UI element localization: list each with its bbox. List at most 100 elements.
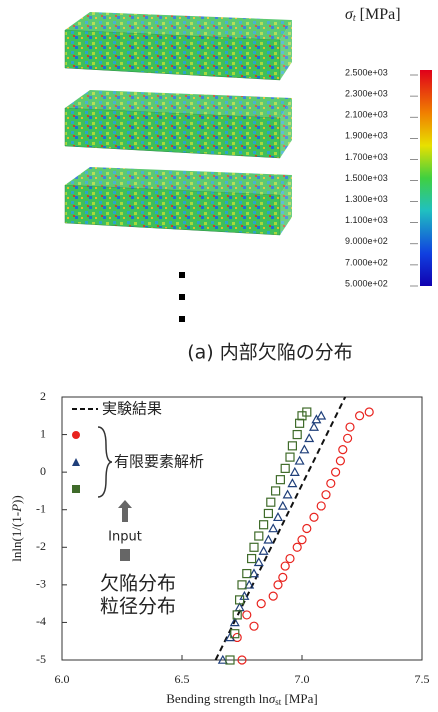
- colorbar-label: 7.000e+02: [345, 257, 388, 267]
- point: [260, 521, 268, 529]
- y-tick-label: -1: [36, 501, 46, 515]
- point: [279, 573, 287, 581]
- y-tick-label: 1: [40, 426, 46, 440]
- point: [305, 434, 313, 441]
- x-tick-label: 6.0: [55, 672, 70, 686]
- fem-label: 有限要素解析: [114, 453, 204, 471]
- point: [286, 453, 294, 461]
- beams: [65, 12, 292, 235]
- input-line: 欠陥分布: [100, 573, 176, 595]
- point: [243, 611, 251, 619]
- x-axis-label: Bending strength lnσst [MPa]: [166, 691, 317, 707]
- point: [293, 431, 301, 439]
- point: [288, 479, 296, 486]
- point: [317, 412, 325, 419]
- point: [274, 513, 282, 520]
- point: [293, 543, 301, 551]
- y-tick-label: -2: [36, 539, 46, 553]
- point: [272, 487, 280, 495]
- input-block: [120, 549, 130, 561]
- colorbar-label: 1.100e+03: [345, 215, 388, 225]
- point: [336, 457, 344, 465]
- point: [296, 419, 304, 427]
- dot: [179, 272, 185, 278]
- legend-marker: [72, 458, 80, 466]
- point: [332, 468, 340, 476]
- colorbar-label: 2.100e+03: [345, 110, 388, 120]
- plot-frame: [62, 397, 422, 660]
- point: [296, 457, 304, 464]
- point: [344, 434, 352, 442]
- point: [310, 513, 318, 521]
- point: [288, 442, 296, 450]
- point: [267, 498, 275, 506]
- dot: [179, 316, 185, 322]
- y-tick-label: -4: [36, 614, 46, 628]
- point: [298, 536, 306, 544]
- colorbar-label: 2.500e+03: [345, 67, 388, 77]
- x-tick-label: 6.5: [175, 672, 190, 686]
- colorbar-label: 5.000e+02: [345, 278, 388, 288]
- colorbar-label: 1.300e+03: [345, 194, 388, 204]
- dot: [179, 294, 185, 300]
- x-tick-label: 7.0: [295, 672, 310, 686]
- y-axis-label-part: P: [9, 504, 24, 513]
- legend-marker: [72, 485, 80, 493]
- point: [284, 491, 292, 498]
- point: [264, 509, 272, 517]
- y-tick-label: 2: [40, 389, 46, 403]
- point: [303, 525, 311, 533]
- figure: σt [MPa] 2.500e+03 2.300e+03 2.100e+03 1.90…: [0, 0, 438, 712]
- colorbar-label: 2.300e+03: [345, 88, 388, 98]
- point: [250, 622, 258, 630]
- point: [260, 547, 268, 554]
- point: [346, 423, 354, 431]
- y-axis-label-part: lnln(1/(1-: [9, 512, 24, 562]
- point: [264, 536, 272, 543]
- legend-brace: [98, 427, 112, 497]
- y-axis-label-part: )): [9, 495, 24, 504]
- point: [322, 491, 330, 499]
- input-arrow: [118, 500, 132, 522]
- point: [255, 532, 263, 540]
- point: [339, 446, 347, 454]
- point: [269, 525, 277, 532]
- caption: (a) 内部欠陥の分布: [187, 342, 353, 364]
- y-tick-label: -5: [36, 652, 46, 666]
- point: [248, 555, 256, 563]
- colorbar-label: 1.900e+03: [345, 131, 388, 141]
- chart: 2 1 0 -1 -2 -3 -4 -5 6.0 6.5 7.0 7.5 Bending strengt…: [9, 389, 430, 707]
- point: [281, 464, 289, 472]
- legend-title: σt [MPa]: [345, 6, 401, 25]
- point: [365, 408, 373, 416]
- point: [286, 555, 294, 563]
- input-line: 粒径分布: [100, 596, 176, 618]
- input-label: Input: [108, 530, 142, 545]
- y-axis-label: lnln(1/(1-P)): [9, 495, 24, 561]
- y-tick-label: -3: [36, 577, 46, 591]
- point: [257, 600, 265, 608]
- y-tick-label: 0: [40, 464, 46, 478]
- point: [250, 543, 258, 551]
- point: [317, 502, 325, 510]
- point: [279, 502, 287, 509]
- legend-label: 実験結果: [102, 400, 162, 418]
- legend-marker: [72, 431, 80, 439]
- point: [269, 592, 277, 600]
- x-axis-label-part: [MPa]: [281, 691, 317, 706]
- point: [310, 423, 318, 430]
- point: [274, 581, 282, 589]
- colorbar-label: 1.700e+03: [345, 152, 388, 162]
- colorbar-label: 9.000e+02: [345, 236, 388, 246]
- x-axis-label-part: Bending strength ln: [166, 691, 269, 706]
- x-tick-label: 7.5: [415, 672, 430, 686]
- point: [276, 476, 284, 484]
- point: [327, 479, 335, 487]
- experiment-line: [216, 397, 346, 660]
- colorbar: [420, 70, 432, 286]
- point: [300, 446, 308, 453]
- colorbar-label: 1.500e+03: [345, 173, 388, 183]
- point: [281, 562, 289, 570]
- point: [356, 412, 364, 420]
- point: [291, 468, 299, 475]
